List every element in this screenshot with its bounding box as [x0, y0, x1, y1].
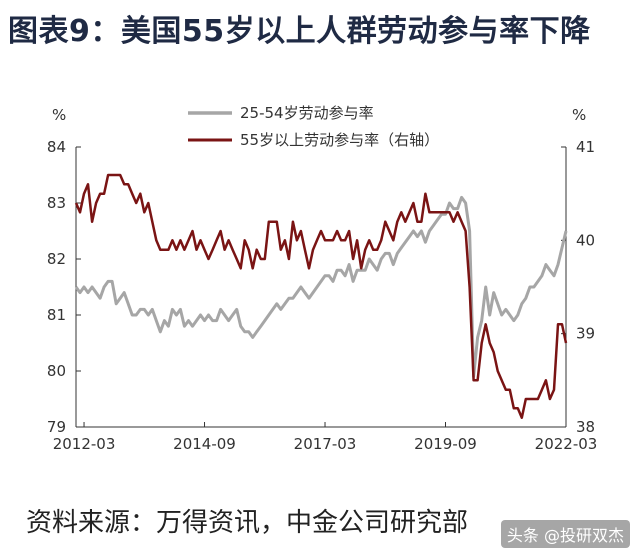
legend-label-1: 25-54岁劳动参与率 [240, 104, 374, 122]
y-left-tick-label: 79 [47, 418, 66, 436]
watermark: 头条 @投研双杰 [500, 520, 630, 548]
x-tick-label: 2012-03 [53, 435, 116, 453]
y-left-tick-label: 81 [47, 306, 66, 324]
series-lines [74, 173, 568, 419]
x-tick-label: 2022-03 [535, 435, 598, 453]
y-left-tick-label: 83 [47, 194, 66, 212]
x-tick-label: 2014-09 [173, 435, 236, 453]
plot-frame [75, 147, 567, 428]
x-tick-label: 2017-03 [294, 435, 357, 453]
chart: 79 80 81 82 83 84 38 39 40 41 2012-03 2014-09 2017… [47, 104, 598, 453]
y-left-axis: 79 80 81 82 83 84 [47, 138, 81, 436]
left-unit-label: % [52, 106, 66, 124]
series-line-2 [74, 173, 568, 419]
y-right-tick-label: 40 [576, 231, 595, 249]
x-tick-label: 2019-09 [414, 435, 477, 453]
y-left-tick-label: 82 [47, 250, 66, 268]
legend: 25-54岁劳动参与率 55岁以上劳动参与率（右轴） [188, 104, 439, 149]
series-line-1 [74, 195, 568, 379]
y-right-tick-label: 38 [576, 418, 595, 436]
page-title: 图表9：美国55岁以上人群劳动参与率下降 [8, 14, 591, 49]
y-right-tick-label: 41 [576, 138, 595, 156]
y-left-tick-label: 84 [47, 138, 66, 156]
legend-label-2: 55岁以上劳动参与率（右轴） [240, 131, 439, 149]
y-right-axis: 38 39 40 41 [561, 138, 595, 436]
y-left-tick-label: 80 [47, 362, 66, 380]
source-note: 资料来源：万得资讯，中金公司研究部 [26, 508, 469, 538]
x-axis: 2012-03 2014-09 2017-03 2019-09 2022-03 [53, 422, 598, 453]
right-unit-label: % [572, 106, 586, 124]
y-right-tick-label: 39 [576, 325, 595, 343]
